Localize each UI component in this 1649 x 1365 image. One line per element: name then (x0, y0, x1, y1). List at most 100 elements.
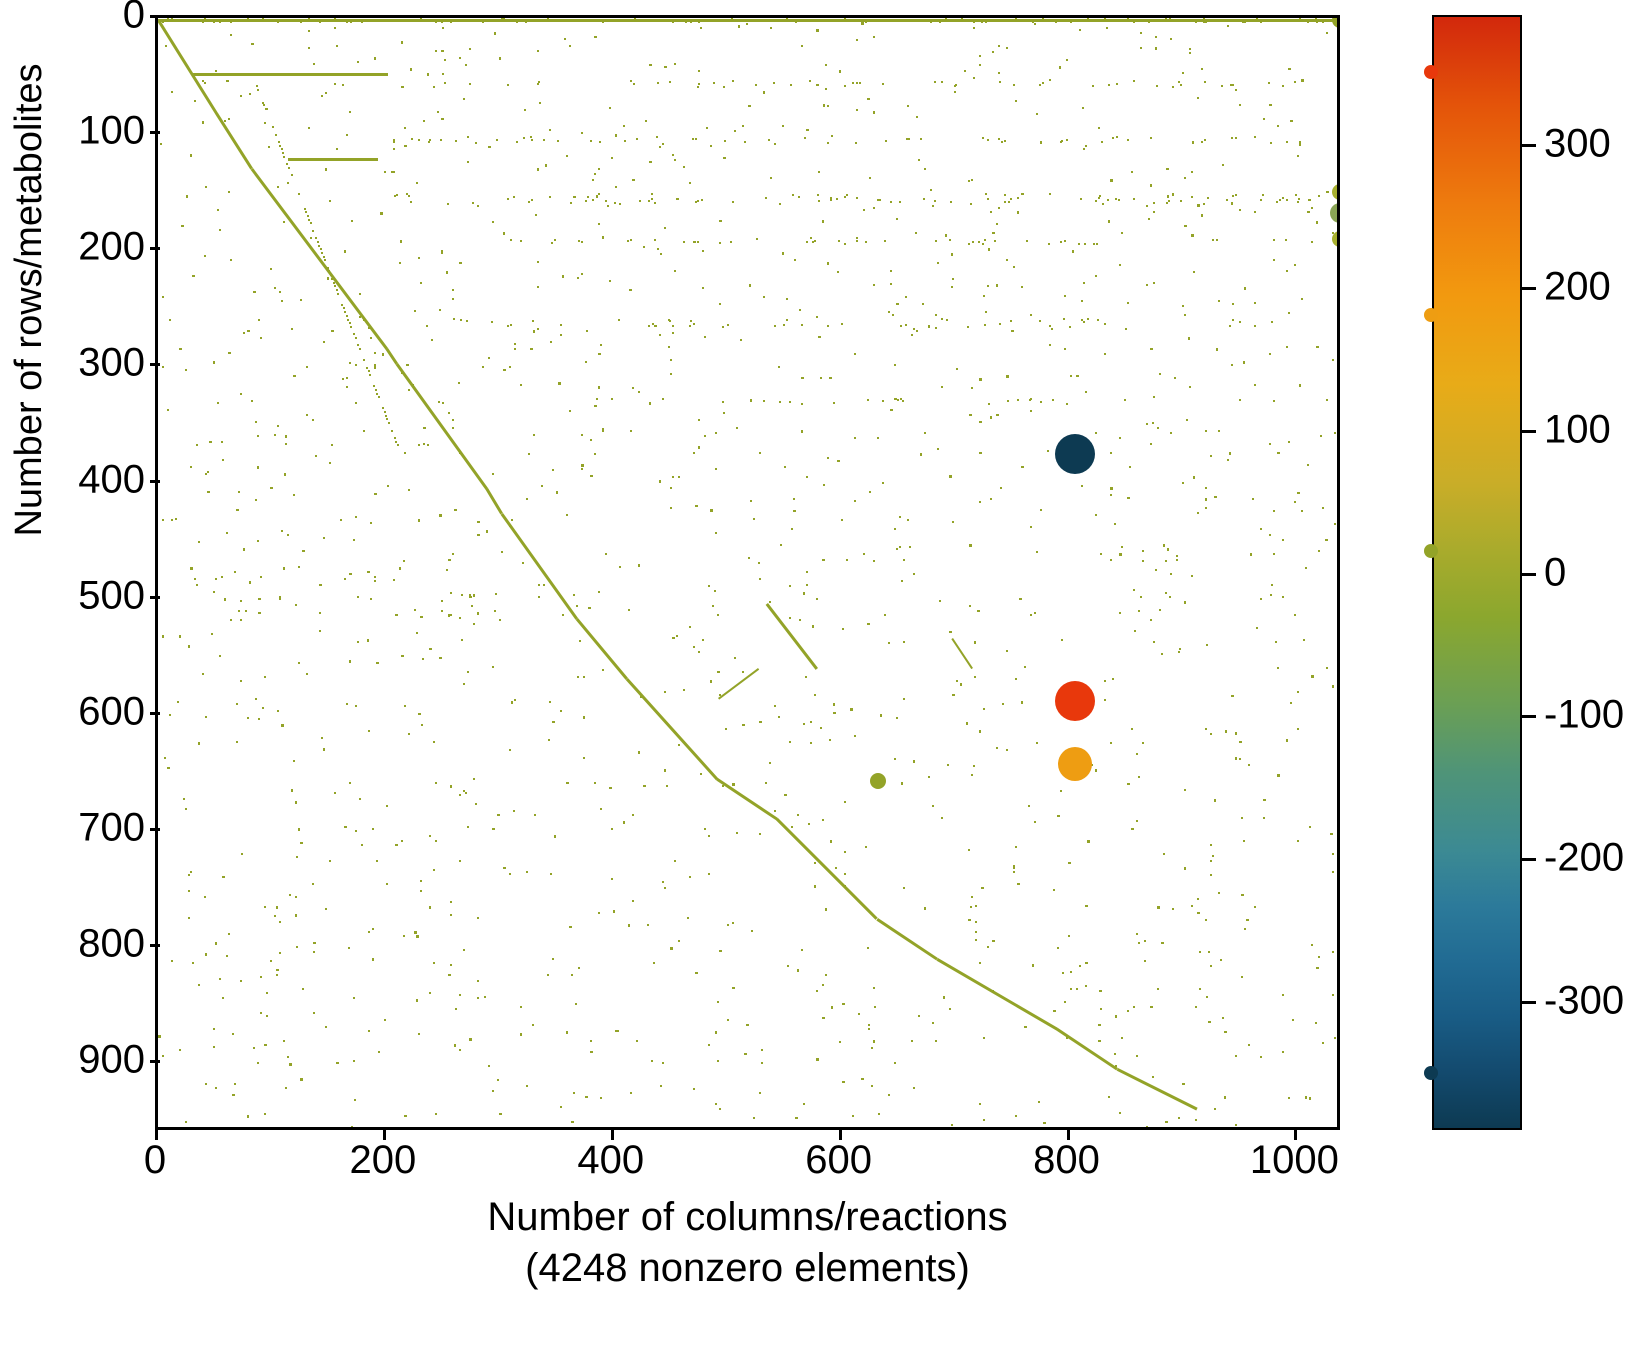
nonzero-element-dot (492, 666, 494, 668)
nonzero-element-dot (1182, 1083, 1185, 1085)
nonzero-element-dot (723, 412, 725, 414)
diagonal-band (288, 158, 378, 161)
nonzero-element-dot (674, 860, 676, 862)
nonzero-element-dot (782, 125, 784, 127)
nonzero-element-dot (913, 328, 915, 330)
nonzero-element-dot (423, 443, 425, 445)
nonzero-element-dot (354, 1099, 356, 1101)
nonzero-element-dot (359, 798, 361, 800)
nonzero-element-dot (702, 250, 704, 252)
nonzero-element-dot (1098, 1024, 1101, 1026)
nonzero-element-dot (406, 364, 409, 366)
edge-point-2[interactable] (1330, 203, 1340, 223)
nonzero-element-dot (215, 1087, 217, 1089)
nonzero-element-dot (257, 435, 259, 437)
nonzero-element-dot (1076, 19, 1078, 21)
nonzero-element-dot (1106, 27, 1108, 29)
nonzero-element-dot (258, 319, 260, 321)
dark-teal-point[interactable] (1055, 434, 1095, 474)
nonzero-element-dot (920, 453, 922, 456)
nonzero-element-dot (1165, 18, 1167, 20)
nonzero-element-dot (1270, 142, 1272, 144)
nonzero-element-dot (222, 997, 224, 999)
nonzero-element-dot (472, 202, 474, 204)
edge-point-3[interactable] (1332, 231, 1340, 247)
nonzero-element-dot (492, 473, 494, 475)
nonzero-element-dot (744, 1053, 747, 1055)
nonzero-element-dot (863, 553, 865, 555)
nonzero-element-dot (774, 810, 776, 812)
nonzero-element-dot (511, 701, 513, 704)
nonzero-element-dot (613, 910, 615, 913)
nonzero-element-dot (918, 1015, 920, 1017)
nonzero-element-dot (651, 1060, 653, 1062)
nonzero-element-dot (399, 567, 401, 570)
nonzero-element-dot (1034, 821, 1036, 823)
nonzero-element-dot (1119, 437, 1121, 439)
nonzero-element-dot (219, 229, 221, 231)
nonzero-element-dot (1203, 21, 1205, 23)
nonzero-element-dot (816, 316, 818, 318)
nonzero-element-dot (810, 721, 812, 723)
nonzero-element-dot (262, 20, 264, 22)
nonzero-element-dot (1320, 435, 1322, 437)
nonzero-element-dot (459, 860, 461, 862)
nonzero-element-dot (283, 156, 285, 158)
nonzero-element-dot (690, 20, 692, 23)
nonzero-element-dot (279, 596, 281, 598)
orange-point[interactable] (1058, 747, 1092, 781)
nonzero-element-dot (350, 21, 352, 23)
nonzero-element-dot (1308, 199, 1310, 201)
nonzero-element-dot (872, 19, 874, 21)
nonzero-element-dot (1179, 648, 1181, 650)
nonzero-element-dot (520, 1033, 522, 1036)
nonzero-element-dot (869, 177, 871, 179)
nonzero-element-dot (1189, 386, 1191, 388)
nonzero-element-dot (450, 901, 452, 903)
nonzero-element-dot (262, 18, 264, 20)
nonzero-element-dot (975, 905, 977, 907)
nonzero-element-dot (877, 199, 879, 201)
nonzero-element-dot (1138, 776, 1140, 778)
nonzero-element-dot (374, 352, 376, 354)
nonzero-element-dot (477, 997, 479, 999)
nonzero-element-dot (896, 218, 898, 220)
nonzero-element-dot (230, 34, 232, 36)
nonzero-element-dot (1170, 573, 1172, 575)
nonzero-element-dot (803, 723, 805, 725)
nonzero-element-dot (1316, 221, 1318, 224)
nonzero-element-dot (734, 657, 736, 659)
nonzero-element-dot (408, 489, 410, 491)
nonzero-element-dot (566, 782, 569, 784)
nonzero-element-dot (1205, 430, 1207, 432)
nonzero-element-dot (1165, 1121, 1168, 1123)
nonzero-element-dot (1231, 137, 1233, 139)
nonzero-element-dot (932, 205, 934, 207)
nonzero-element-dot (1066, 403, 1068, 405)
nonzero-element-dot (162, 1055, 164, 1057)
nonzero-element-dot (566, 514, 568, 516)
nonzero-element-dot (838, 240, 840, 242)
nonzero-element-dot (1332, 853, 1334, 855)
nonzero-element-dot (868, 1024, 870, 1026)
nonzero-element-dot (794, 259, 796, 261)
edge-point-top[interactable] (1332, 15, 1340, 28)
nonzero-element-dot (664, 769, 666, 772)
nonzero-element-dot (1148, 20, 1150, 23)
nonzero-element-dot (1144, 940, 1146, 942)
edge-point-1[interactable] (1332, 184, 1340, 200)
nonzero-element-dot (539, 102, 541, 104)
nonzero-element-dot (501, 18, 503, 20)
y-tick-label-900: 900 (60, 1038, 145, 1083)
nonzero-element-dot (1332, 951, 1334, 953)
colorbar-label--100: -100 (1544, 693, 1624, 738)
nonzero-element-dot (1295, 194, 1297, 196)
red-point[interactable] (1055, 681, 1095, 721)
nonzero-element-dot (467, 826, 469, 828)
nonzero-element-dot (652, 323, 654, 325)
small-olive-point-1[interactable] (870, 773, 886, 789)
nonzero-element-dot (336, 1062, 339, 1064)
nonzero-element-dot (1318, 550, 1320, 552)
nonzero-element-dot (162, 519, 164, 521)
nonzero-element-dot (1297, 19, 1299, 21)
